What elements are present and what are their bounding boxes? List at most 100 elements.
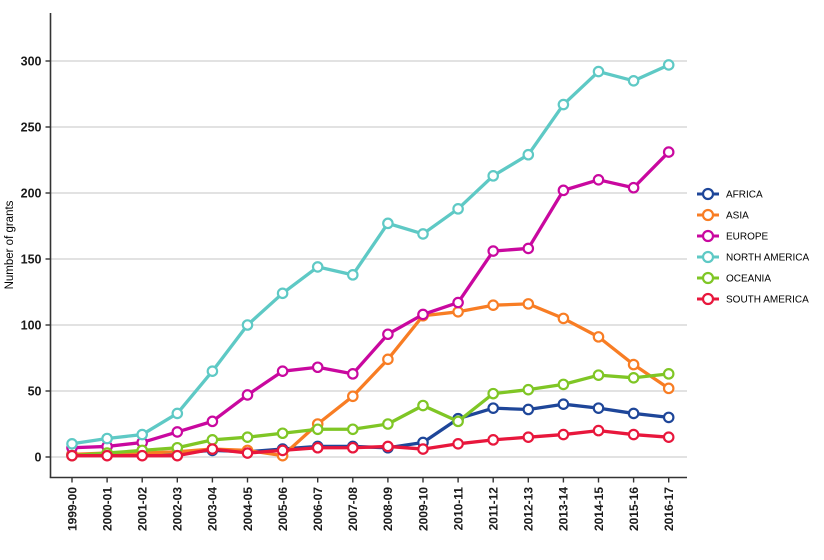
data-point — [276, 444, 289, 457]
data-point — [522, 242, 535, 255]
data-point — [662, 146, 675, 158]
data-point — [276, 287, 289, 300]
data-point — [66, 437, 78, 450]
data-point — [452, 305, 464, 318]
legend: AFRICA ASIA EUROPE NORTH AMERICA OCEANIA SOUT… — [697, 187, 809, 306]
data-point — [417, 443, 429, 455]
data-point — [382, 217, 394, 230]
legend-key-marker — [701, 250, 715, 264]
y-tick-label: 0 — [35, 450, 42, 464]
legend-item: NORTH AMERICA — [697, 250, 809, 264]
legend-item: OCEANIA — [697, 271, 771, 285]
data-point — [311, 261, 324, 273]
x-tick-label: 2011-12 — [487, 487, 501, 531]
data-point — [557, 398, 570, 410]
x-tick-label: 2000-01 — [100, 487, 114, 531]
data-point — [171, 449, 184, 462]
legend-label: SOUTH AMERICA — [726, 295, 809, 306]
x-tick-label: 2010-11 — [451, 487, 465, 531]
data-point — [241, 319, 254, 331]
x-tick-label: 2008-09 — [381, 487, 395, 531]
data-point — [452, 296, 464, 309]
data-point — [382, 440, 394, 453]
data-point — [346, 441, 359, 454]
y-tick-label: 200 — [21, 186, 42, 200]
data-point — [522, 383, 535, 396]
data-point — [592, 402, 605, 414]
data-point — [522, 148, 535, 161]
series-line — [70, 302, 671, 458]
x-tick-label: 2002-03 — [171, 487, 185, 531]
x-tick-label: 2004-05 — [241, 487, 255, 531]
y-tick-label: 150 — [21, 252, 42, 266]
legend-label: AFRICA — [726, 190, 763, 201]
data-point — [487, 402, 499, 414]
x-tick-label: 2001-02 — [136, 487, 150, 531]
data-point — [452, 437, 464, 450]
data-point — [136, 428, 148, 441]
data-point — [382, 328, 394, 341]
x-tick-label: 1999-00 — [65, 487, 79, 531]
data-point — [487, 245, 499, 257]
x-tick-label: 2009-10 — [416, 487, 430, 531]
data-point — [346, 368, 359, 380]
data-point — [557, 98, 570, 111]
data-point — [487, 387, 499, 400]
data-point — [592, 369, 605, 381]
data-point — [417, 228, 429, 240]
data-point — [662, 411, 675, 424]
data-point — [311, 423, 324, 436]
data-point — [206, 365, 219, 377]
data-point — [522, 403, 535, 416]
data-point — [627, 181, 640, 194]
series-north-america — [66, 59, 675, 450]
data-point — [311, 441, 324, 454]
x-tick-label: 2016-17 — [662, 487, 676, 531]
data-point — [206, 443, 219, 455]
data-point — [346, 423, 359, 436]
legend-key-marker — [701, 229, 715, 243]
data-point — [557, 378, 570, 391]
data-point — [592, 65, 605, 78]
data-point — [627, 407, 640, 420]
data-point — [662, 431, 675, 443]
data-point — [627, 428, 640, 441]
legend-key-marker — [701, 292, 715, 306]
legend-item: AFRICA — [697, 187, 763, 201]
x-tick-label: 2006-07 — [311, 487, 325, 531]
data-point — [171, 426, 184, 438]
data-point — [101, 432, 113, 445]
y-tick-label: 250 — [21, 120, 42, 134]
data-point — [487, 299, 499, 311]
y-axis-title: Number of grants — [4, 200, 16, 289]
data-point — [276, 427, 289, 440]
legend-label: OCEANIA — [726, 274, 771, 285]
data-point — [522, 298, 535, 310]
legend-label: ASIA — [726, 211, 749, 222]
x-tick-label: 2015-16 — [627, 487, 641, 531]
data-point — [557, 184, 570, 197]
data-point — [241, 431, 254, 443]
y-tick-label: 100 — [21, 318, 42, 332]
data-point — [66, 449, 78, 462]
legend-key-marker — [701, 208, 715, 222]
data-point — [417, 399, 429, 412]
data-point — [346, 269, 359, 281]
series-line — [70, 372, 671, 458]
data-point — [592, 331, 605, 343]
data-point — [452, 203, 464, 215]
legend-item: EUROPE — [697, 229, 769, 243]
legend-label: NORTH AMERICA — [726, 253, 809, 264]
data-point — [627, 75, 640, 87]
series-line — [70, 428, 671, 458]
series-south-america — [66, 424, 675, 462]
data-point — [662, 382, 675, 395]
data-point — [382, 353, 394, 366]
data-point — [276, 365, 289, 377]
series-line — [70, 150, 671, 450]
data-point — [557, 428, 570, 441]
legend-key-marker — [701, 187, 715, 201]
x-tick-label: 2003-04 — [206, 487, 220, 531]
data-point — [241, 447, 254, 459]
